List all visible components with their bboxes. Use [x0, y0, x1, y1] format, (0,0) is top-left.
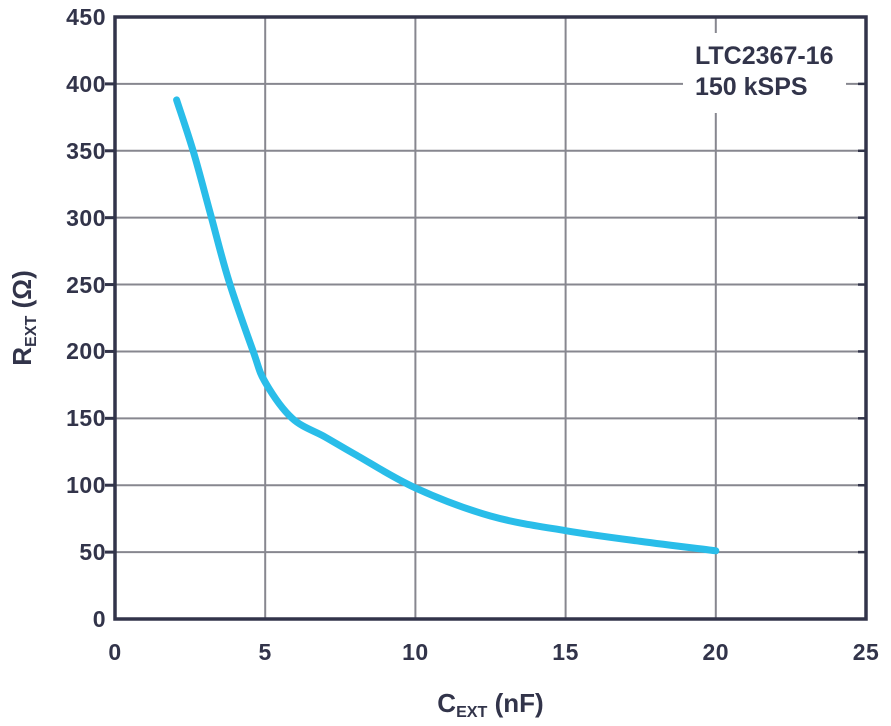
annotation-sample-rate: 150 kSPS — [695, 73, 808, 101]
y-tick-label: 200 — [66, 338, 106, 365]
y-tick-label: 250 — [66, 271, 106, 298]
x-axis-label-subscript: EXT — [456, 702, 488, 721]
device-annotation: LTC2367-16 150 kSPS — [683, 33, 846, 113]
y-tick-label: 50 — [79, 539, 106, 566]
y-axis-label-unit: (Ω) — [7, 270, 37, 316]
data-curve — [173, 96, 720, 555]
x-tick-label: 15 — [552, 639, 579, 665]
y-tick-label: 100 — [66, 472, 106, 499]
y-axis-label-symbol: R — [7, 346, 37, 366]
x-axis-label-unit: (nF) — [487, 688, 544, 718]
x-tick-label: 5 — [258, 639, 272, 665]
y-tick-label: 300 — [66, 204, 106, 231]
y-axis-label: REXT (Ω) — [7, 218, 40, 418]
y-tick-label: 350 — [66, 137, 106, 164]
x-axis-label: CEXT (nF) — [115, 688, 866, 721]
x-tick-label: 20 — [702, 639, 730, 665]
plot-border — [113, 15, 868, 621]
annotation-part-number: LTC2367-16 — [695, 42, 834, 70]
y-tick-label: 150 — [66, 405, 106, 432]
x-tick-label: 0 — [108, 639, 122, 665]
x-axis-label-symbol: C — [437, 688, 457, 718]
y-tick-label: 450 — [66, 4, 106, 30]
x-tick-label: 25 — [852, 639, 880, 665]
y-tick-label: 0 — [92, 606, 106, 632]
x-tick-label: 10 — [402, 639, 429, 665]
y-tick-label: 400 — [66, 70, 106, 97]
y-axis-label-subscript: EXT — [21, 315, 40, 347]
